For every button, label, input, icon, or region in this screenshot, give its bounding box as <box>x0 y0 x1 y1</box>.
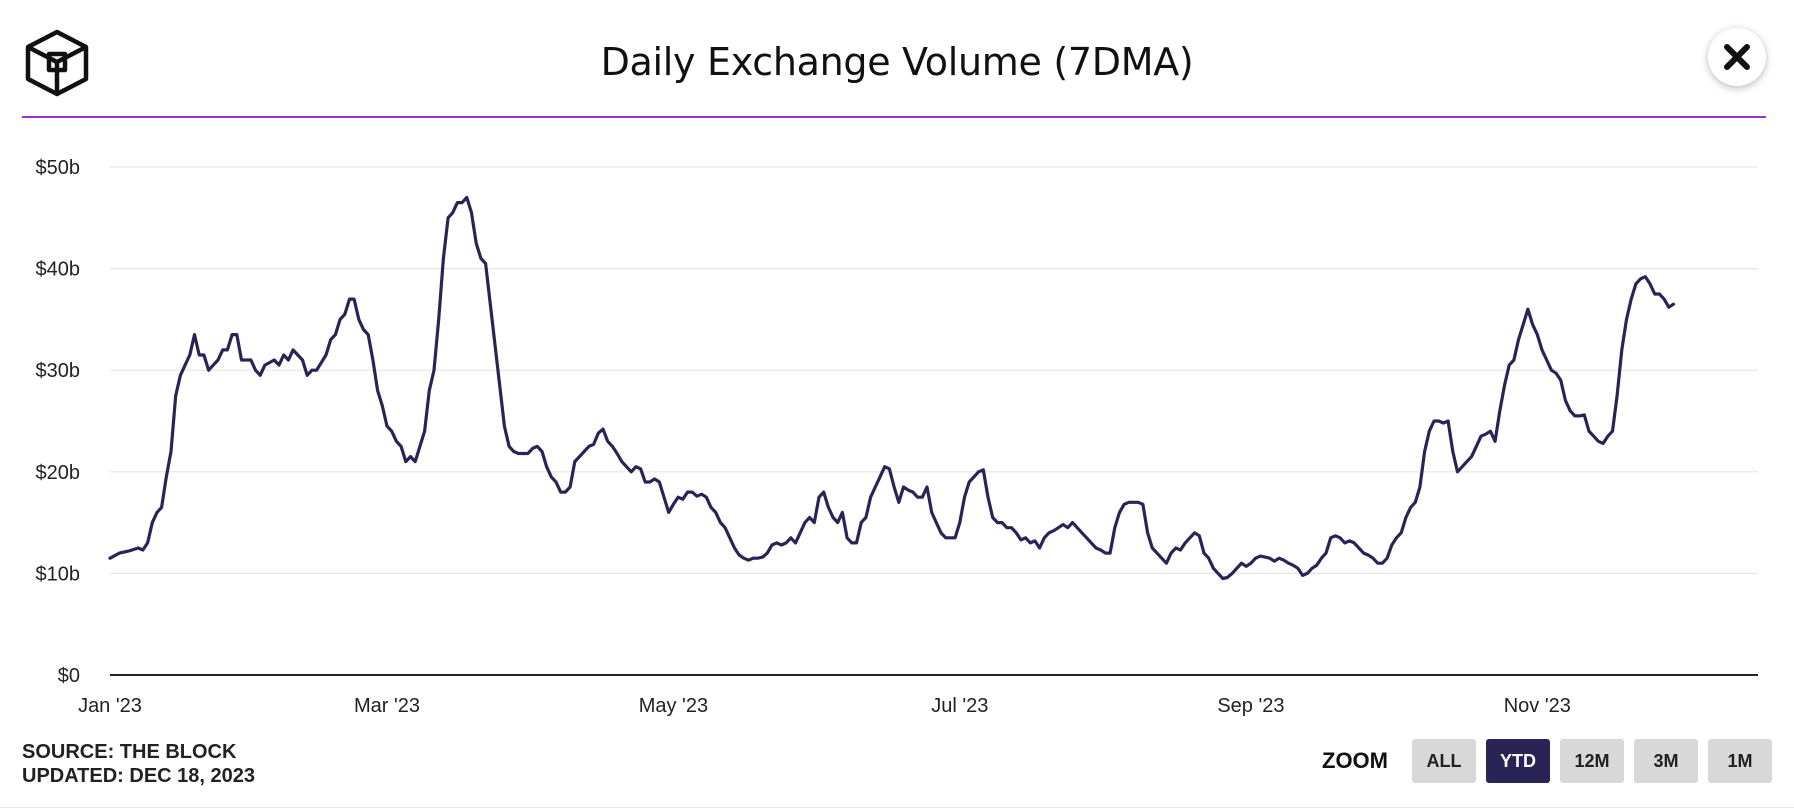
header-divider <box>22 116 1766 118</box>
y-tick-label: $50b <box>36 157 81 179</box>
the-block-logo[interactable] <box>22 28 92 98</box>
source-text: SOURCE: THE BLOCK <box>22 741 237 763</box>
y-tick-label: $30b <box>36 360 81 382</box>
series-line <box>108 195 1676 581</box>
x-tick-label: Jan '23 <box>78 695 142 717</box>
y-tick-label: $20b <box>36 462 81 484</box>
close-icon <box>1724 44 1750 70</box>
x-tick-label: Nov '23 <box>1504 695 1571 717</box>
x-tick-label: Sep '23 <box>1217 695 1284 717</box>
zoom-label: ZOOM <box>1322 748 1388 773</box>
zoom-all-button[interactable]: ALL <box>1412 739 1476 783</box>
bottom-border <box>0 807 1794 808</box>
x-tick-label: May '23 <box>639 695 708 717</box>
zoom-controls: ZOOM ALL YTD 12M 3M 1M <box>1322 739 1772 783</box>
updated-text: UPDATED: DEC 18, 2023 <box>22 765 256 787</box>
close-button[interactable] <box>1708 28 1766 86</box>
y-tick-label: $10b <box>36 563 81 585</box>
source-info: SOURCE: THE BLOCK UPDATED: DEC 18, 2023 <box>22 740 255 788</box>
x-tick-label: Jul '23 <box>931 695 988 717</box>
y-tick-label: $40b <box>36 259 81 281</box>
zoom-1m-button[interactable]: 1M <box>1708 739 1772 783</box>
zoom-ytd-button[interactable]: YTD <box>1486 739 1550 783</box>
zoom-3m-button[interactable]: 3M <box>1634 739 1698 783</box>
y-tick-label: $0 <box>58 665 80 687</box>
line-chart: $0 $10b $20b $30b $40b $50b Jan '23 Mar '23 May … <box>36 157 1758 717</box>
zoom-12m-button[interactable]: 12M <box>1560 739 1624 783</box>
x-tick-label: Mar '23 <box>354 695 420 717</box>
chart-title: Daily Exchange Volume (7DMA) <box>600 40 1194 84</box>
